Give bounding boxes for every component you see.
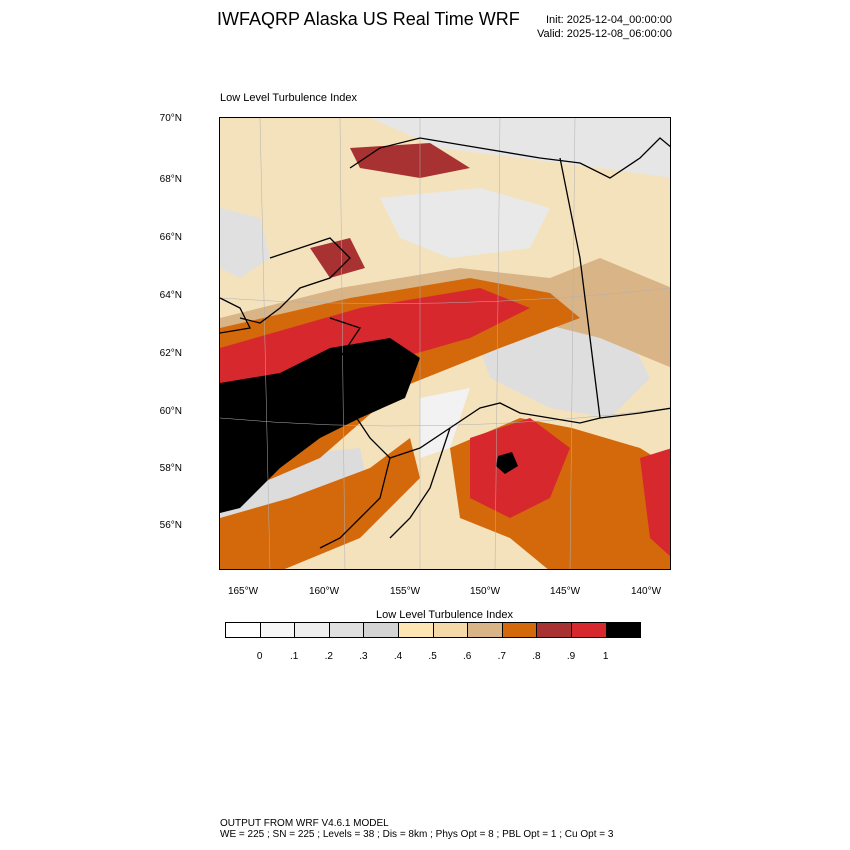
plot-title: Low Level Turbulence Index <box>220 92 357 104</box>
lon-label-160: 160°W <box>308 586 340 597</box>
colorbar-label-3: .3 <box>359 651 368 662</box>
colorbar-box-7 <box>467 622 503 638</box>
lat-label-68: 68°N <box>159 174 182 185</box>
footer-line-2: WE = 225 ; SN = 225 ; Levels = 38 ; Dis … <box>220 829 614 840</box>
colorbar-label-1: .1 <box>290 651 299 662</box>
lon-label-145: 145°W <box>549 586 581 597</box>
colorbar-label-7: .7 <box>497 651 506 662</box>
lon-label-150: 150°W <box>469 586 501 597</box>
colorbar-box-9 <box>536 622 572 638</box>
colorbar-title: Low Level Turbulence Index <box>376 609 513 621</box>
lat-label-62: 62°N <box>159 348 182 359</box>
colorbar <box>225 622 642 638</box>
colorbar-box-6 <box>432 622 469 638</box>
lon-label-140: 140°W <box>630 586 662 597</box>
figure-title: IWFAQRP Alaska US Real Time WRF <box>217 9 520 29</box>
colorbar-box-8 <box>501 622 538 638</box>
colorbar-box-0 <box>225 622 261 638</box>
lat-label-70: 70°N <box>159 113 182 124</box>
colorbar-box-3 <box>328 622 365 638</box>
colorbar-box-5 <box>397 622 434 638</box>
model-footer: OUTPUT FROM WRF V4.6.1 MODEL WE = 225 ; … <box>220 818 613 840</box>
colorbar-box-11 <box>605 622 642 638</box>
colorbar-box-4 <box>363 622 399 638</box>
colorbar-label-0: 0 <box>256 651 263 662</box>
colorbar-box-1 <box>259 622 296 638</box>
lon-label-165: 165°W <box>227 586 259 597</box>
map-field <box>220 118 670 569</box>
lon-label-155: 155°W <box>389 586 421 597</box>
lat-label-56: 56°N <box>159 520 182 531</box>
lat-label-58: 58°N <box>159 463 182 474</box>
turbulence-map <box>219 117 671 570</box>
colorbar-label-6: .6 <box>463 651 472 662</box>
lat-label-64: 64°N <box>159 290 182 301</box>
lat-label-66: 66°N <box>159 232 182 243</box>
colorbar-label-4: .4 <box>393 651 403 662</box>
colorbar-label-5: .5 <box>428 651 437 662</box>
colorbar-box-2 <box>294 622 330 638</box>
colorbar-label-10: 1 <box>602 651 609 662</box>
colorbar-label-2: .2 <box>324 651 333 662</box>
init-valid-times: Init: 2025-12-04_00:00:00 Valid: 2025-12… <box>537 13 672 41</box>
colorbar-box-10 <box>570 622 607 638</box>
footer-line-1: OUTPUT FROM WRF V4.6.1 MODEL <box>220 818 389 829</box>
lat-label-60: 60°N <box>159 406 182 417</box>
valid-time: Valid: 2025-12-08_06:00:00 <box>537 28 672 40</box>
init-time: Init: 2025-12-04_00:00:00 <box>546 14 672 26</box>
colorbar-label-9: .9 <box>566 651 576 662</box>
colorbar-label-8: .8 <box>532 651 541 662</box>
